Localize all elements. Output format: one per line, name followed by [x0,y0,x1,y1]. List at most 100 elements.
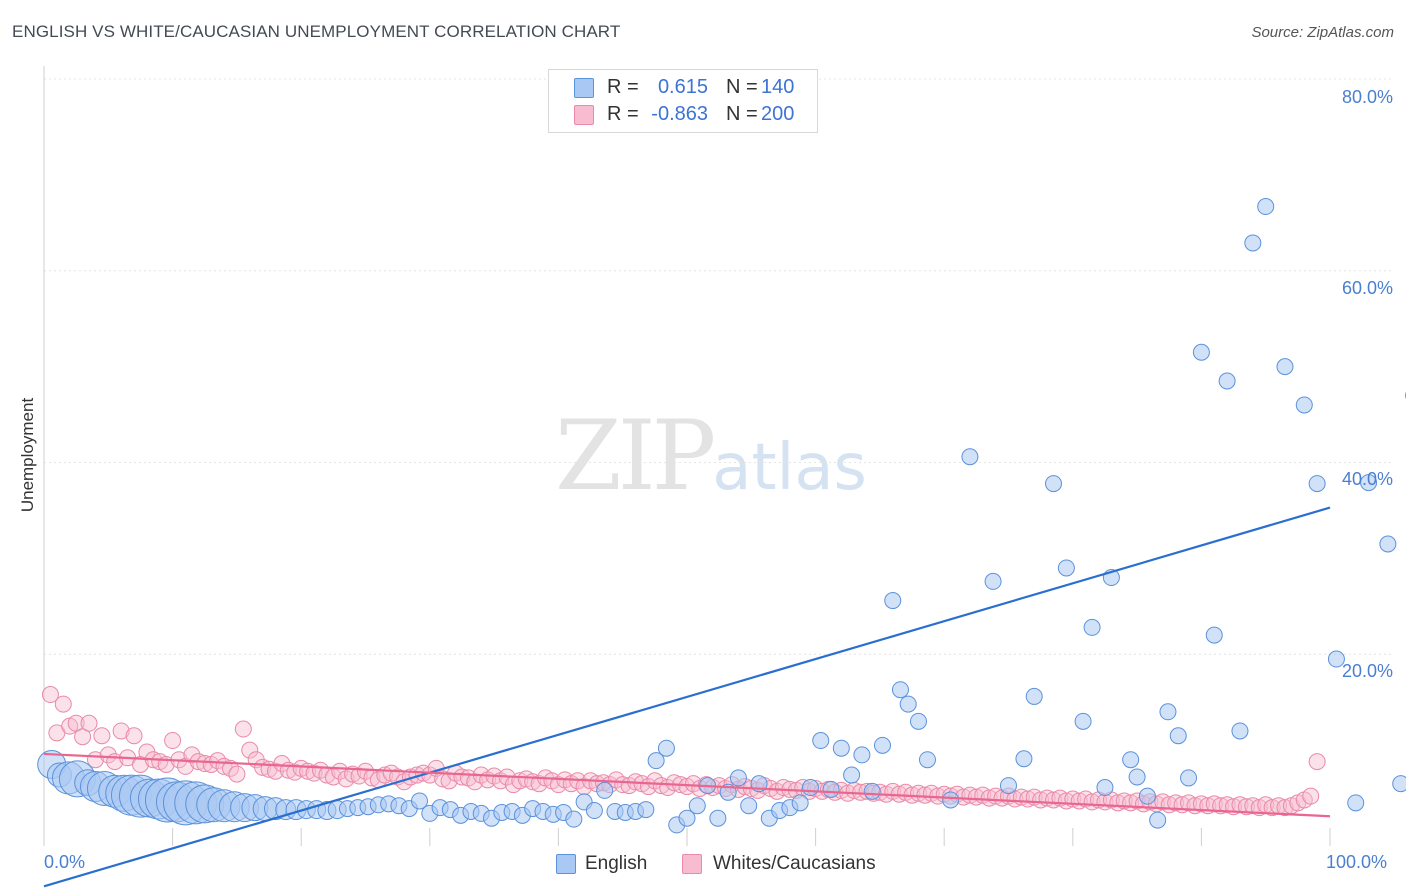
english-point [1169,727,1187,745]
axes [43,66,1331,846]
english-point [647,752,665,770]
english-point [909,712,927,730]
white-caucasian-point [1115,792,1133,810]
legend-row-english: R = 0.615 N = 140 [549,74,817,100]
x-tick-label: 0.0% [44,852,86,872]
white-caucasian-point [980,789,998,807]
english-point [565,810,583,828]
legend-swatch-english [574,78,594,98]
english-point [1257,198,1275,216]
english-point [1295,396,1313,414]
english-point [1192,343,1210,361]
english-point [1149,811,1167,829]
english-point [585,802,603,820]
white-caucasian-point [241,741,259,759]
white-caucasian-point [1302,787,1320,805]
watermark-atlas: atlas [712,431,867,505]
white-caucasian-point [1057,792,1075,810]
white-caucasian-trend-line [43,752,1331,818]
english-point [1360,474,1378,492]
english-point [832,739,850,757]
white-caucasian-point [1237,798,1255,816]
english-point [1308,475,1326,493]
gridlines [44,78,1392,655]
white-caucasian-point [357,762,374,780]
english-point [822,780,840,798]
english-point [918,751,936,769]
english-point [853,746,871,764]
english-point [411,792,429,810]
english-point [709,809,727,827]
english-point [1015,750,1033,768]
white-caucasian-point [209,752,227,770]
english-point [1000,777,1017,795]
legend-r-label: R = [607,103,639,125]
english-point [729,769,747,787]
white-caucasian-point [1205,795,1223,813]
white-caucasian-point [164,732,182,750]
white-caucasian-point [1019,790,1037,808]
english-point [1392,775,1406,793]
white-caucasian-point [1308,753,1326,771]
chart-title: ENGLISH VS WHITE/CAUCASIAN UNEMPLOYMENT … [12,22,621,41]
white-caucasian-point [1218,796,1236,814]
english-point [1379,535,1397,553]
y-axis-label: Unemployment [18,397,37,513]
white-caucasian-point [1192,795,1210,813]
y-tick-label: 80.0% [1341,87,1393,107]
white-caucasian-point [125,727,143,745]
white-caucasian-point [221,759,239,777]
chart-source: Source: ZipAtlas.com [1251,24,1394,41]
english-point [688,797,706,815]
legend-swatch-white-caucasian [574,105,594,125]
legend-r-label: R = [607,76,639,98]
white-caucasian-point [967,788,985,806]
white-caucasian-point [80,714,98,732]
y-tick-label: 60.0% [1341,278,1393,298]
english-point [863,782,881,800]
trend-lines [43,506,1331,888]
english-point [801,779,819,797]
watermark: ZIPatlas [555,400,867,512]
bottom-legend-label-english: English [585,853,648,874]
english-point [984,572,1002,590]
bottom-legend-label-white-caucasian: Whites/Caucasians [713,853,876,874]
english-point [1128,768,1146,786]
english-trend-line [43,506,1331,888]
english-point [596,781,614,799]
bottom-legend-swatch-english [556,854,576,874]
white-caucasian-point [234,720,252,738]
english-point [942,791,960,809]
english-point [961,448,979,466]
white-caucasian-point [665,774,683,792]
english-point [637,801,655,819]
english-point [657,739,675,757]
legend-r-value: 0.615 [657,76,708,98]
white-caucasian-point [41,686,59,704]
legend-n-label: N = [726,76,758,98]
english-point [891,681,909,699]
white-caucasian-point [1167,794,1185,812]
x-tick-label: 100.0% [1326,852,1388,872]
english-point [1045,475,1063,493]
english-point [1074,712,1092,730]
english-point [1083,618,1101,636]
white-caucasian-point [1276,799,1294,817]
white-caucasian-point [774,779,792,797]
english-point [1122,751,1140,769]
bottom-legend-swatch-white-caucasian [682,854,702,874]
watermark-zip: ZIP [555,400,716,512]
english-point [1347,794,1365,812]
english-point [1025,687,1043,705]
english-points [37,198,1406,834]
white-caucasian-point [1032,791,1050,809]
white-caucasian-point [99,746,117,764]
white-caucasian-point [1263,799,1281,817]
white-caucasian-point [112,722,130,740]
white-caucasian-point [652,777,670,795]
white-caucasian-point [54,695,72,713]
legend-n-label: N = [726,103,758,125]
english-point [1180,769,1198,787]
english-point [1327,650,1345,668]
english-point [1218,372,1236,390]
